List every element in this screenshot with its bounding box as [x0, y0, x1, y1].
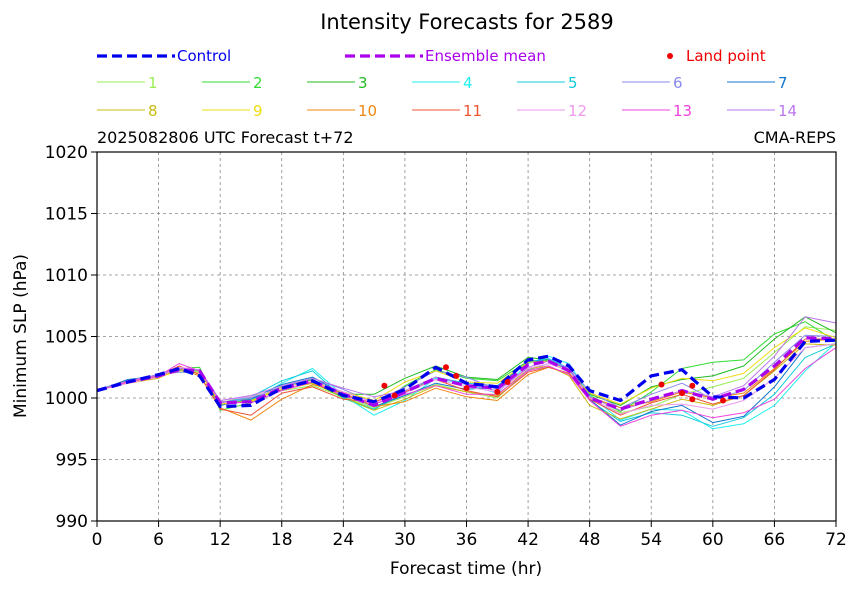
x-tick-label: 12	[209, 530, 231, 550]
x-tick-label: 60	[702, 530, 724, 550]
legend-member-label: 14	[778, 102, 797, 120]
member-line	[96, 347, 837, 427]
legend-member-label: 7	[778, 74, 788, 92]
x-tick-label: 18	[271, 530, 293, 550]
x-tick-label: 66	[764, 530, 786, 550]
y-tick-label: 1005	[45, 328, 88, 348]
x-tick-label: 24	[333, 530, 355, 550]
main-series	[96, 336, 837, 411]
x-tick-label: 6	[153, 530, 164, 550]
legend-member-label: 1	[148, 74, 158, 92]
legend-ensemble-mean-label: Ensemble mean	[425, 47, 546, 65]
x-tick-label: 42	[517, 530, 539, 550]
land-point-marker	[689, 396, 696, 403]
legend-member-label: 3	[358, 74, 368, 92]
legend-member-label: 9	[253, 102, 263, 120]
y-tick-label: 1020	[45, 143, 88, 163]
land-point-marker	[689, 382, 696, 389]
land-point-marker	[658, 381, 665, 388]
x-axis-label: Forecast time (hr)	[390, 559, 542, 579]
land-point-marker	[504, 379, 511, 386]
legend-member-label: 2	[253, 74, 263, 92]
y-tick-label: 1015	[45, 205, 88, 225]
land-point-marker	[381, 382, 388, 389]
legend-member-label: 10	[358, 102, 377, 120]
control-line	[96, 338, 837, 409]
y-tick-label: 1010	[45, 266, 88, 286]
y-tick-label: 1000	[45, 389, 88, 409]
x-tick-label: 36	[456, 530, 478, 550]
axis-ticks: 0 6 12 18 24 30 36 42 48 54 60 66 72 990 995 1000 1005 10…	[45, 143, 847, 550]
land-point-marker	[453, 372, 460, 379]
y-axis-label: Minimum SLP (hPa)	[11, 254, 31, 418]
chart-subtitle-left: 2025082806 UTC Forecast t+72	[97, 128, 354, 147]
legend-member-label: 5	[568, 74, 578, 92]
y-tick-label: 995	[56, 451, 88, 471]
land-point-marker	[391, 392, 398, 399]
legend-member-label: 13	[673, 102, 692, 120]
grid	[97, 152, 836, 521]
member-line	[96, 343, 837, 415]
legend-member-label: 11	[463, 102, 482, 120]
land-point-marker	[679, 390, 686, 397]
legend-member-label: 4	[463, 74, 473, 92]
chart-title: Intensity Forecasts for 2589	[320, 10, 614, 34]
x-tick-label: 0	[92, 530, 103, 550]
land-points	[381, 364, 727, 404]
legend-land-point-swatch	[667, 53, 673, 59]
legend-control-label: Control	[177, 47, 231, 65]
legend-land-point-label: Land point	[686, 47, 766, 65]
land-point-marker	[442, 364, 449, 371]
land-point-marker	[720, 397, 727, 404]
land-point-marker	[463, 385, 470, 392]
land-point-marker	[494, 388, 501, 395]
x-tick-label: 54	[640, 530, 662, 550]
y-tick-label: 990	[56, 512, 88, 532]
legend-member-label: 6	[673, 74, 683, 92]
x-tick-label: 48	[579, 530, 601, 550]
x-tick-label: 72	[825, 530, 847, 550]
chart-subtitle-right: CMA-REPS	[754, 128, 836, 147]
legend-member-label: 8	[148, 102, 158, 120]
legend-member-label: 12	[568, 102, 587, 120]
x-tick-label: 30	[394, 530, 416, 550]
